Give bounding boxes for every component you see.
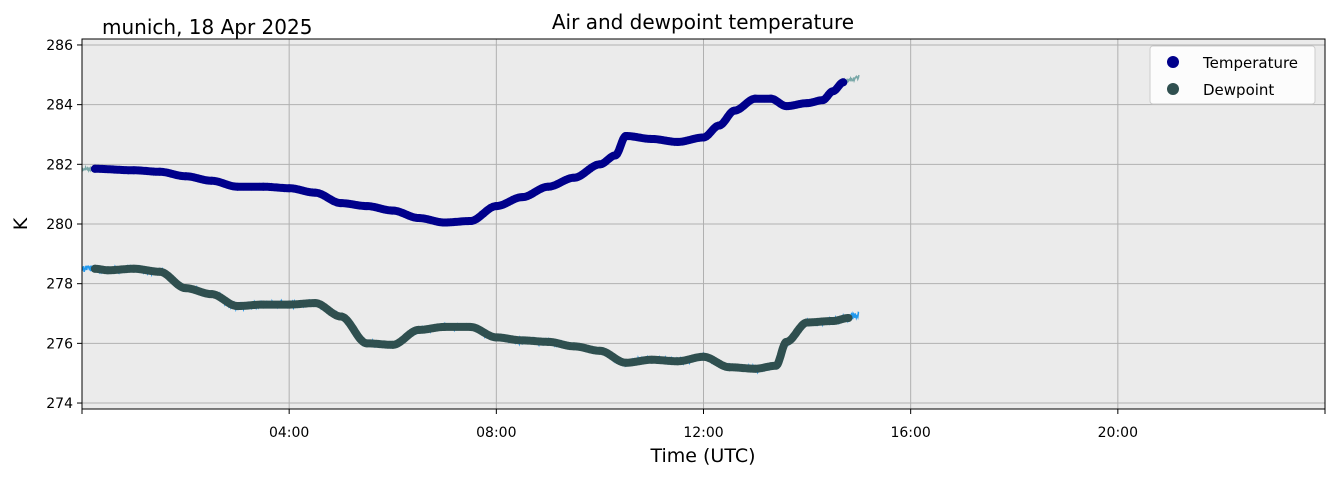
data-point-temperature	[803, 99, 812, 108]
data-point-dewpoint	[440, 322, 449, 331]
grid	[82, 39, 1325, 409]
data-point-dewpoint	[844, 313, 853, 322]
data-point-dewpoint	[518, 336, 527, 345]
data-point-dewpoint	[311, 299, 320, 308]
data-point-dewpoint	[782, 337, 791, 346]
data-point-temperature	[181, 172, 190, 181]
data-point-temperature	[544, 182, 553, 191]
legend-marker-dewpoint	[1167, 83, 1179, 95]
data-point-dewpoint	[259, 300, 268, 309]
data-point-temperature	[492, 202, 501, 211]
data-point-temperature	[233, 182, 242, 191]
data-point-dewpoint	[828, 316, 837, 325]
y-tick-label: 280	[46, 217, 73, 233]
data-point-temperature	[414, 214, 423, 223]
data-point-temperature	[730, 106, 739, 115]
data-point-temperature	[129, 166, 138, 175]
data-point-temperature	[699, 133, 708, 142]
data-point-temperature	[751, 94, 760, 103]
x-tick-label: 20:00	[1098, 425, 1138, 441]
data-point-dewpoint	[155, 267, 164, 276]
data-point-temperature	[621, 131, 630, 140]
data-point-dewpoint	[595, 346, 604, 355]
data-point-dewpoint	[772, 361, 781, 370]
data-point-dewpoint	[285, 300, 294, 309]
data-point-dewpoint	[388, 340, 397, 349]
data-point-temperature	[336, 199, 345, 208]
data-point-dewpoint	[233, 302, 242, 311]
data-point-dewpoint	[90, 264, 99, 273]
data-point-temperature	[155, 167, 164, 176]
data-point-temperature	[466, 217, 475, 226]
legend-label-dewpoint: Dewpoint	[1203, 81, 1274, 99]
y-axis-label: K	[10, 217, 32, 230]
y-tick-label: 284	[46, 98, 73, 114]
legend-label-temperature: Temperature	[1202, 54, 1298, 72]
y-tick-label: 286	[46, 38, 73, 54]
chart-title: Air and dewpoint temperature	[552, 10, 854, 34]
x-axis-label: Time (UTC)	[649, 445, 755, 467]
data-point-dewpoint	[647, 355, 656, 364]
data-point-temperature	[285, 184, 294, 193]
data-point-temperature	[388, 206, 397, 215]
data-point-dewpoint	[181, 284, 190, 293]
x-tick-label: 12:00	[683, 425, 723, 441]
y-tick-label: 282	[46, 157, 73, 173]
y-tick-label: 274	[46, 396, 73, 412]
x-tick-label: 16:00	[890, 425, 930, 441]
data-point-temperature	[673, 137, 682, 146]
data-point-temperature	[90, 164, 99, 173]
data-point-dewpoint	[466, 322, 475, 331]
data-point-dewpoint	[699, 352, 708, 361]
data-point-dewpoint	[103, 266, 112, 275]
data-point-temperature	[611, 151, 620, 160]
data-point-temperature	[570, 173, 579, 182]
data-point-dewpoint	[492, 333, 501, 342]
data-point-dewpoint	[362, 339, 371, 348]
legend: Temperature Dewpoint	[1149, 45, 1316, 105]
legend-box	[1149, 45, 1316, 105]
data-point-temperature	[782, 102, 791, 111]
data-point-temperature	[362, 202, 371, 211]
data-point-temperature	[259, 182, 268, 191]
chart-subtitle: munich, 18 Apr 2025	[102, 15, 312, 39]
data-point-dewpoint	[751, 364, 760, 373]
y-axis: 274 276 278 280 282 284 286	[46, 38, 82, 412]
data-point-temperature	[766, 94, 775, 103]
data-point-temperature	[839, 78, 848, 87]
series-layer	[90, 78, 853, 373]
data-point-dewpoint	[207, 290, 216, 299]
data-point-temperature	[311, 188, 320, 197]
data-point-dewpoint	[336, 312, 345, 321]
data-point-dewpoint	[414, 325, 423, 334]
data-point-dewpoint	[725, 363, 734, 372]
data-point-dewpoint	[544, 337, 553, 346]
data-point-temperature	[715, 121, 724, 130]
legend-marker-temperature	[1167, 56, 1179, 68]
y-tick-label: 276	[46, 336, 73, 352]
data-point-temperature	[818, 96, 827, 105]
data-point-dewpoint	[621, 358, 630, 367]
data-point-temperature	[440, 218, 449, 227]
y-tick-label: 278	[46, 277, 73, 293]
data-point-temperature	[207, 176, 216, 185]
data-point-dewpoint	[673, 357, 682, 366]
data-point-dewpoint	[803, 318, 812, 327]
data-point-temperature	[595, 160, 604, 169]
data-point-dewpoint	[129, 264, 138, 273]
x-tick-label: 04:00	[269, 425, 309, 441]
data-point-temperature	[647, 134, 656, 143]
data-point-temperature	[518, 193, 527, 202]
x-tick-label: 08:00	[476, 425, 516, 441]
data-point-dewpoint	[570, 342, 579, 351]
x-axis: 04:00 08:00 12:00 16:00 20:00	[81, 409, 1326, 441]
data-point-temperature	[828, 87, 837, 96]
